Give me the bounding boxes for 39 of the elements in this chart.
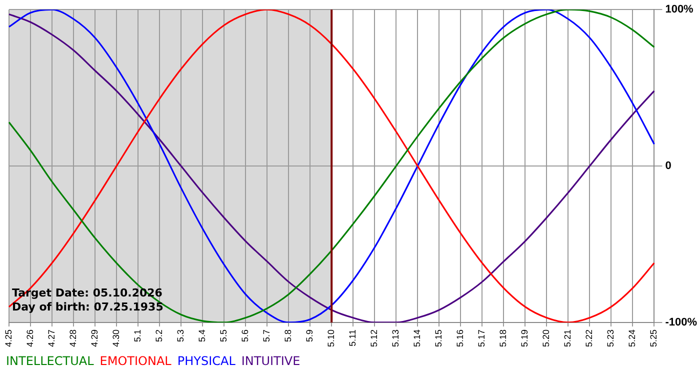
x-tick-label: 5.15: [434, 329, 444, 348]
x-tick-label: 5.3: [176, 329, 186, 342]
x-tick-label: 4.25: [3, 329, 14, 348]
x-tick-label: 5.12: [369, 329, 380, 348]
x-tick-label: 5.11: [348, 329, 358, 346]
y-tick-label: -100%: [665, 316, 698, 329]
x-tick-label: 5.16: [455, 329, 466, 348]
x-tick-label: 5.14: [412, 329, 422, 348]
y-tick-label: 100%: [665, 4, 694, 16]
x-tick-label: 5.20: [541, 329, 552, 348]
x-tick-label: 5.5: [218, 329, 229, 342]
x-tick-label: 5.10: [326, 329, 336, 348]
x-tick-label: 4.29: [90, 329, 100, 348]
x-tick-label: 5.25: [648, 329, 659, 348]
x-tick-label: 4.27: [46, 329, 56, 348]
text: EMOTIONAL: [100, 354, 172, 368]
text: INTELLECTUAL: [6, 354, 94, 368]
text: PHYSICAL: [177, 354, 236, 368]
x-tick-label: 5.17: [476, 329, 487, 348]
text: INTUITIVE: [241, 354, 300, 368]
x-tick-label: 5.4: [197, 329, 208, 342]
x-tick-label: 4.26: [24, 329, 35, 348]
x-tick-label: 5.18: [498, 329, 508, 348]
x-tick-label: 4.30: [111, 329, 122, 348]
x-tick-label: 5.24: [627, 329, 638, 348]
x-tick-label: 5.6: [240, 329, 250, 342]
x-tick-label: 5.22: [584, 329, 594, 348]
x-tick-label: 5.1: [132, 329, 143, 342]
x-tick-label: 5.2: [154, 329, 164, 342]
x-tick-label: 5.13: [390, 329, 401, 348]
x-tick-label: 5.21: [562, 329, 573, 348]
x-tick-label: 5.7: [262, 329, 272, 342]
y-tick-label: 0: [665, 160, 672, 172]
x-tick-label: 5.19: [520, 329, 530, 348]
x-tick-label: 5.8: [283, 329, 294, 342]
x-tick-label: 5.23: [606, 329, 616, 348]
x-tick-label: 4.28: [68, 329, 78, 348]
x-tick-label: 5.9: [304, 329, 315, 342]
annotation: Day of birth: 07.25.1935: [12, 300, 164, 314]
